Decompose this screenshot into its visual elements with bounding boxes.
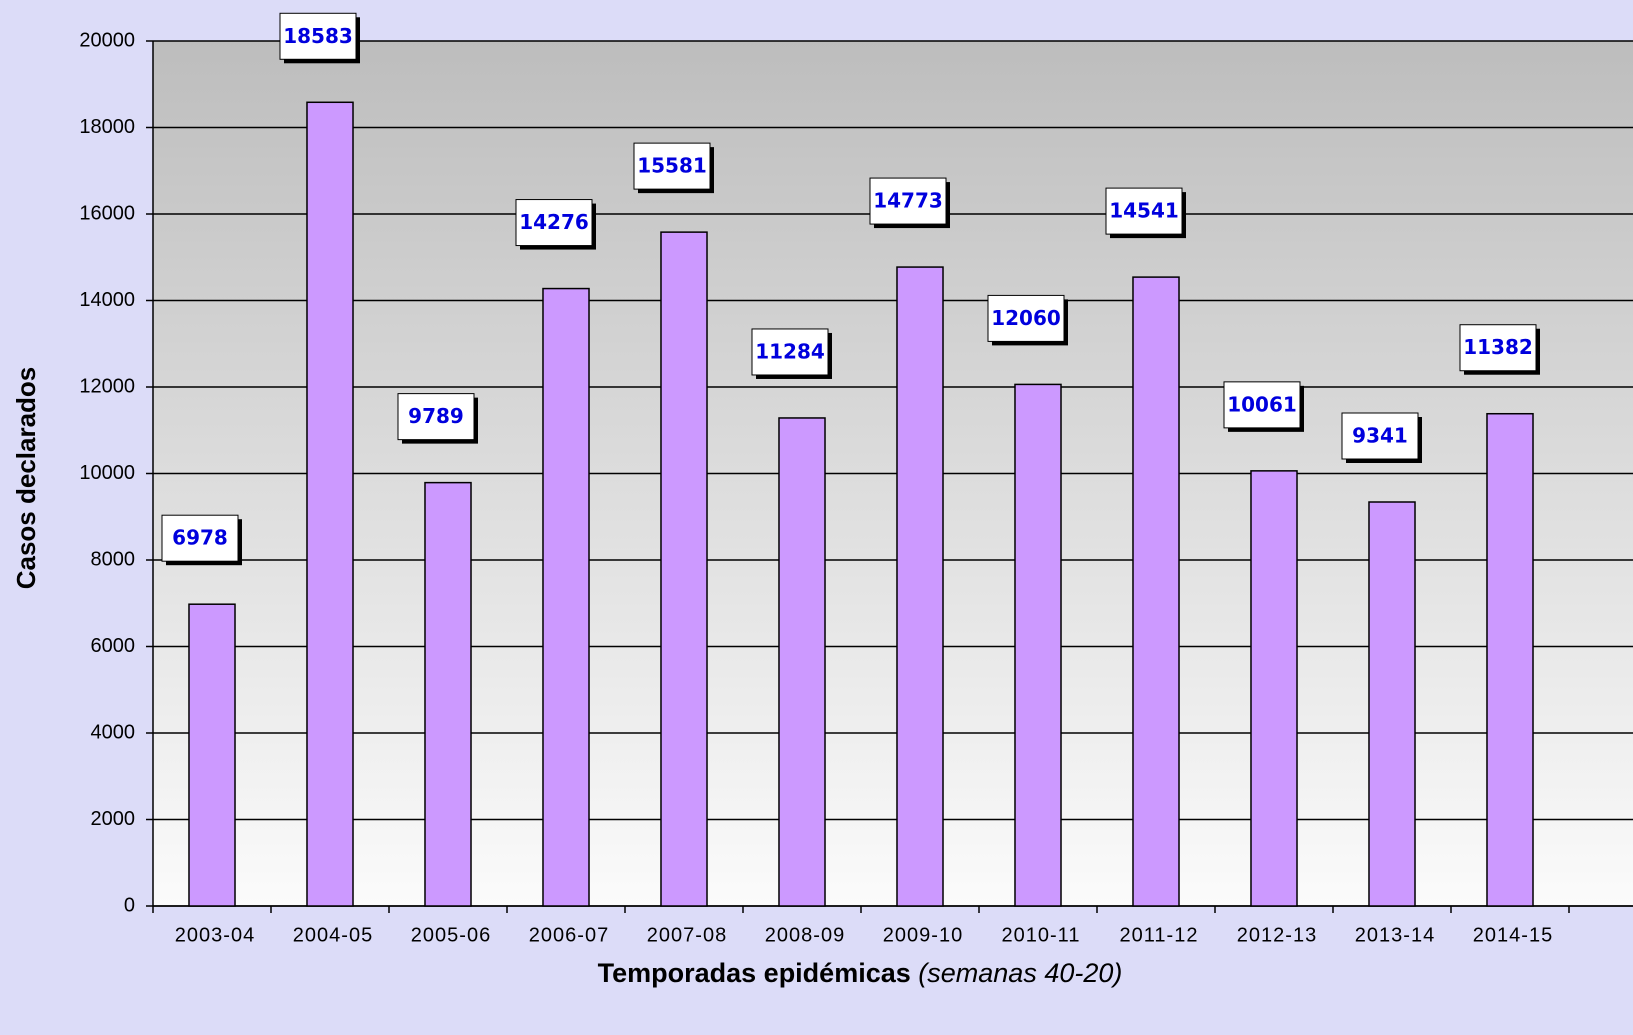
y-tick-label: 6000	[91, 635, 136, 657]
bar	[188, 603, 236, 907]
x-tick-label: 2011-12	[1120, 924, 1199, 946]
x-axis-title: Temporadas epidémicas	[598, 958, 911, 988]
x-tick-label: 2012-13	[1237, 924, 1317, 946]
x-tick-label: 2004-05	[293, 924, 373, 946]
bar	[306, 101, 354, 907]
x-axis-note: (semanas 40-20)	[918, 958, 1122, 988]
x-tick-label: 2007-08	[647, 924, 727, 946]
y-axis-label: Casos declarados	[11, 367, 41, 590]
y-tick-label: 16000	[79, 202, 135, 224]
value-label: 15581	[637, 154, 707, 178]
x-tick-label: 2013-14	[1355, 924, 1435, 946]
y-tick-label: 8000	[91, 548, 136, 570]
bar	[424, 481, 472, 907]
label-box	[751, 328, 829, 376]
value-label: 9341	[1352, 424, 1408, 448]
value-label: 11382	[1463, 335, 1533, 359]
y-tick-label: 10000	[79, 462, 135, 484]
y-tick-label: 2000	[91, 808, 136, 830]
bar	[1368, 501, 1416, 907]
y-tick-label: 20000	[79, 29, 135, 51]
y-tick-label: 12000	[79, 375, 135, 397]
label-box	[397, 393, 475, 441]
value-label: 10061	[1227, 392, 1297, 416]
value-label: 11284	[755, 339, 825, 363]
value-label: 14276	[519, 210, 589, 234]
y-tick-label: 4000	[91, 721, 136, 743]
x-axis-label: Temporadas epidémicas (semanas 40-20)	[598, 958, 1123, 988]
bar	[660, 231, 708, 907]
value-label: 12060	[991, 306, 1061, 330]
value-label: 9789	[408, 404, 464, 428]
x-tick-label: 2014-15	[1473, 924, 1553, 946]
value-label: 14773	[873, 189, 943, 213]
x-tick-label: 2008-09	[765, 924, 845, 946]
x-tick-label: 2005-06	[411, 924, 491, 946]
label-box	[633, 142, 711, 190]
label-box	[161, 514, 239, 562]
label-box	[1459, 324, 1537, 372]
value-label: 14541	[1109, 199, 1179, 223]
bar	[542, 287, 590, 907]
value-label: 18583	[283, 24, 353, 48]
label-box	[987, 294, 1065, 342]
label-box	[1223, 381, 1301, 429]
label-box	[279, 12, 357, 60]
x-tick-label: 2009-10	[883, 924, 963, 946]
x-tick-label: 2003-04	[175, 924, 255, 946]
label-box	[1105, 187, 1183, 235]
label-box	[1341, 412, 1419, 460]
value-label: 6978	[172, 526, 228, 550]
x-tick-label: 2006-07	[529, 924, 609, 946]
bar	[778, 417, 826, 907]
bar	[1132, 276, 1180, 907]
label-box	[515, 199, 593, 247]
bar	[1014, 383, 1062, 907]
x-tick-label: 2010-11	[1002, 924, 1081, 946]
bar	[896, 266, 944, 907]
y-tick-label: 14000	[79, 289, 135, 311]
y-tick-label: 18000	[79, 116, 135, 138]
bar	[1250, 470, 1298, 907]
bar	[1486, 412, 1534, 907]
y-tick-label: 0	[124, 894, 135, 916]
label-box	[869, 177, 947, 225]
